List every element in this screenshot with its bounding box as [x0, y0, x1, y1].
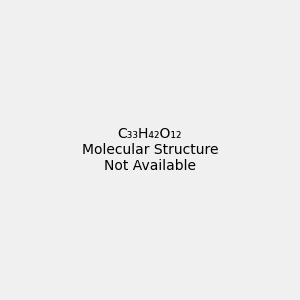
Text: C₃₃H₄₂O₁₂
Molecular Structure
Not Available: C₃₃H₄₂O₁₂ Molecular Structure Not Availa…	[82, 127, 218, 173]
